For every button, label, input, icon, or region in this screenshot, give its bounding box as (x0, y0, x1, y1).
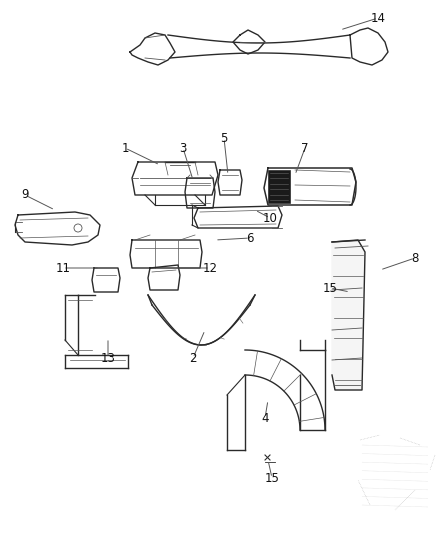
Text: 3: 3 (179, 141, 187, 155)
Text: 14: 14 (371, 12, 385, 25)
Text: 5: 5 (220, 132, 228, 144)
Text: 8: 8 (411, 252, 419, 264)
Text: 15: 15 (322, 281, 337, 295)
Text: 4: 4 (261, 411, 269, 424)
Text: 12: 12 (202, 262, 218, 274)
Text: 13: 13 (101, 351, 116, 365)
Text: 2: 2 (189, 351, 197, 365)
Text: 9: 9 (21, 189, 29, 201)
Text: 6: 6 (246, 231, 254, 245)
Polygon shape (268, 170, 290, 203)
Text: 7: 7 (301, 141, 309, 155)
Text: 11: 11 (56, 262, 71, 274)
Text: 15: 15 (265, 472, 279, 484)
Text: 1: 1 (121, 141, 129, 155)
Text: 10: 10 (262, 212, 277, 224)
Polygon shape (332, 240, 365, 390)
